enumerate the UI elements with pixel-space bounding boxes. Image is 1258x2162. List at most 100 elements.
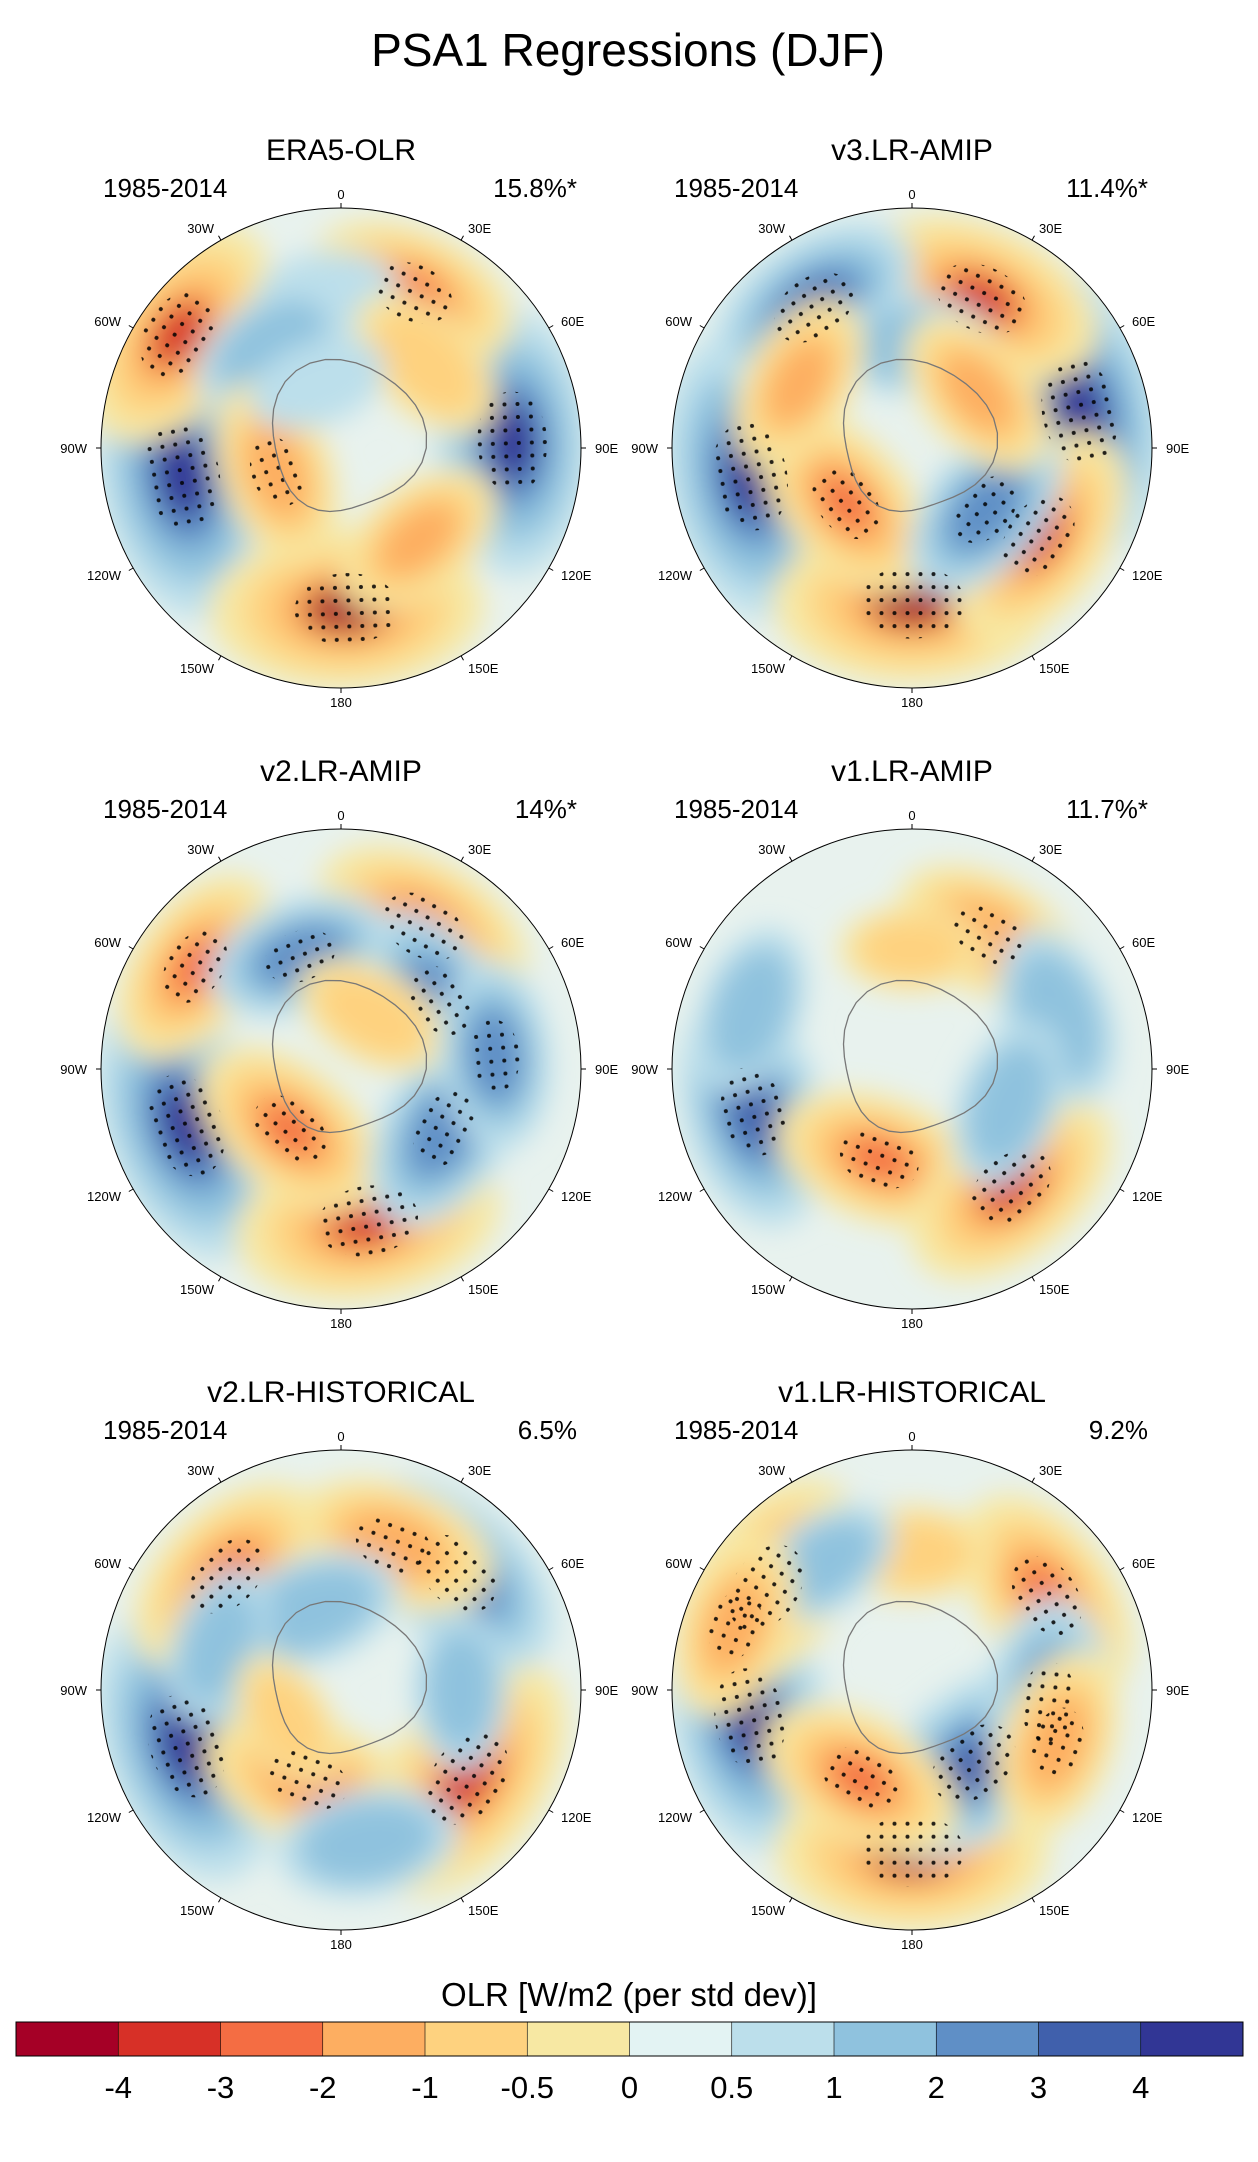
lon-tick: [1031, 856, 1035, 862]
lon-label: 60W: [94, 314, 121, 329]
panel-title: v1.LR-AMIP: [831, 755, 993, 788]
anomaly-mark: [857, 916, 967, 982]
lon-tick: [218, 856, 222, 862]
anomaly-mark: [372, 310, 479, 417]
map-field: [101, 829, 581, 1309]
lon-label: 60E: [561, 314, 584, 329]
lon-tick: [1031, 1897, 1035, 1903]
colorbar-tick-label: 1: [825, 2070, 842, 2105]
lon-label: 180: [330, 1937, 352, 1952]
anomaly-mark: [322, 1814, 414, 1870]
lon-tick: [1031, 1477, 1035, 1483]
stipple-mark: [413, 1091, 477, 1167]
lon-label: 150W: [180, 1903, 215, 1918]
panel-v1-lr-historical: 0 30E 60E 90E 120E 150E 180 150W 120W 90W 60W 30W v1…: [631, 1376, 1189, 1952]
stipple-mark: [708, 1590, 762, 1661]
colorbar: OLR [W/m2 (per std dev)] -4 -3 -2 -1 -0.5 0 0.…: [15, 1976, 1244, 2105]
colorbar-swatch: [16, 2022, 119, 2056]
significance-stippling: [147, 892, 520, 1257]
anomaly-mark: [766, 340, 832, 425]
lon-tick: [460, 856, 464, 862]
stipple-mark: [774, 272, 854, 343]
lon-tick: [789, 1276, 793, 1282]
lon-tick: [128, 1809, 134, 1813]
coastline: [842, 358, 999, 513]
colorbar-swatch: [322, 2022, 426, 2056]
lon-label: 60W: [94, 1556, 121, 1571]
stipple-mark: [268, 1750, 348, 1810]
lon-tick: [548, 1567, 554, 1571]
lon-label: 180: [901, 1937, 923, 1952]
lon-label: 120E: [1132, 568, 1163, 583]
lon-label: 60W: [665, 935, 692, 950]
variance-label: 9.2%: [1089, 1415, 1148, 1445]
lon-label: 120W: [658, 1189, 693, 1204]
colorbar-tick-label: 3: [1030, 2070, 1047, 2105]
lon-tick: [699, 1188, 705, 1192]
lon-label: 120E: [561, 568, 592, 583]
stipple-mark: [355, 1516, 432, 1574]
significance-stippling: [147, 1516, 509, 1825]
stipple-mark: [936, 263, 1027, 335]
anomaly-mark: [316, 972, 428, 1059]
lon-tick: [699, 1809, 705, 1813]
panel-title: v1.LR-HISTORICAL: [778, 1376, 1046, 1409]
significance-stippling: [708, 1544, 1084, 1887]
lon-label: 60E: [1132, 935, 1155, 950]
lon-label: 150W: [180, 661, 215, 676]
lon-tick: [548, 325, 554, 329]
map-field: [672, 208, 1152, 688]
lon-tick: [460, 1276, 464, 1282]
lon-label: 180: [330, 695, 352, 710]
lon-label: 60W: [94, 935, 121, 950]
lon-tick: [789, 1477, 793, 1483]
lon-tick: [128, 946, 134, 950]
lon-tick: [460, 235, 464, 241]
stipple-mark: [711, 422, 788, 531]
stipple-mark: [714, 1668, 786, 1769]
colorbar-swatches: [15, 2021, 1244, 2057]
stipple-mark: [469, 1019, 520, 1092]
stipple-mark: [144, 422, 221, 530]
stipple-mark: [418, 1535, 496, 1613]
lon-label: 150W: [751, 661, 786, 676]
anomaly-mark: [708, 948, 793, 1073]
lon-label: 150E: [468, 1282, 499, 1297]
map-panels: 0 30E 60E 90E 120E 150E 180 150W 120W 90W 60W 30W ER…: [60, 134, 1189, 1952]
lon-tick: [1119, 946, 1125, 950]
variance-label: 6.5%: [518, 1415, 577, 1445]
lon-tick: [1031, 655, 1035, 661]
lon-label: 30W: [187, 842, 214, 857]
colorbar-tick-label: -4: [104, 2070, 132, 2105]
lon-label: 150W: [180, 1282, 215, 1297]
stipple-mark: [477, 391, 548, 493]
stipple-mark: [294, 573, 399, 645]
coastline: [271, 979, 428, 1134]
map-field: [101, 208, 581, 688]
lon-label: 180: [330, 1316, 352, 1331]
colorbar-swatch: [936, 2022, 1039, 2056]
stipple-mark: [317, 1185, 419, 1257]
stipple-mark: [953, 905, 1025, 965]
stipple-mark: [932, 1724, 1016, 1803]
lon-tick: [699, 1567, 705, 1571]
significance-stippling: [140, 261, 548, 645]
map-field: [672, 829, 1152, 1309]
lon-tick: [1031, 235, 1035, 241]
colorbar-swatch: [731, 2022, 835, 2056]
lon-label: 90W: [60, 441, 87, 456]
lon-label: 90W: [631, 441, 658, 456]
lon-tick: [1119, 1809, 1125, 1813]
period-label: 1985-2014: [103, 173, 227, 203]
lon-tick: [128, 1567, 134, 1571]
lon-tick: [218, 1897, 222, 1903]
stipple-mark: [822, 1747, 899, 1811]
anomaly-mark: [941, 353, 1014, 433]
lon-tick: [1031, 1276, 1035, 1282]
coastline: [842, 1600, 999, 1755]
lon-tick: [1119, 1188, 1125, 1192]
lon-tick: [548, 567, 554, 571]
panel-title: v2.LR-HISTORICAL: [207, 1376, 475, 1409]
stipple-mark: [147, 1695, 226, 1798]
lon-tick: [699, 567, 705, 571]
